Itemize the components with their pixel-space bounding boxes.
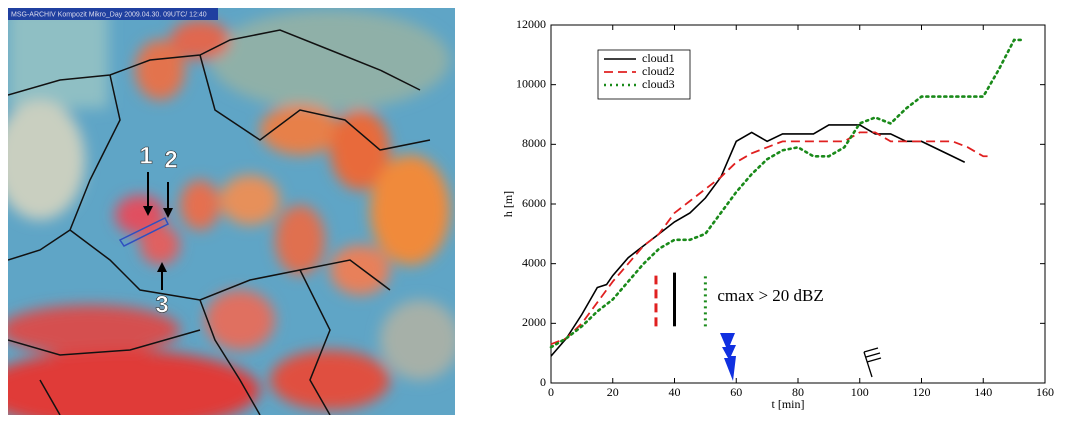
y-tick-label: 2000: [522, 315, 546, 329]
y-tick-label: 0: [540, 375, 546, 389]
series-line: [549, 38, 1025, 349]
lightning-icon: [720, 333, 736, 381]
marker-label: 1: [139, 142, 152, 169]
x-tick-label: 100: [851, 385, 869, 399]
legend-label: cloud3: [642, 77, 675, 91]
y-tick-label: 10000: [516, 76, 546, 90]
x-tick-label: 20: [607, 385, 619, 399]
series-line: [550, 124, 966, 357]
x-tick-label: 80: [792, 385, 804, 399]
legend-label: cloud1: [642, 51, 675, 65]
x-axis-label: t [min]: [772, 397, 805, 411]
y-tick-label: 4000: [522, 255, 546, 269]
legend-box: [597, 49, 691, 100]
x-tick-label: 160: [1036, 385, 1054, 399]
legend-label: cloud2: [642, 64, 675, 78]
marker-label: 2: [164, 146, 177, 173]
header-band: [8, 8, 218, 20]
marker-label: 3: [155, 291, 168, 318]
borders: [8, 29, 431, 415]
y-tick-label: 6000: [522, 196, 546, 210]
x-tick-label: 40: [669, 385, 681, 399]
image-header: MSG-ARCHIV Kompozit Mikro_Day 2009.04.30…: [11, 11, 207, 18]
wind-barb: [863, 347, 882, 378]
x-tick-label: 120: [913, 385, 931, 399]
arrow-heads: [143, 206, 173, 272]
track: [118, 216, 170, 247]
cloud-field: [8, 8, 455, 415]
chart: 0 20 40 60 80 100 120 140 160 0 2000 4000 6000 8000 10…: [501, 17, 1054, 411]
satellite-image: MSG-ARCHIV Kompozit Mikro_Day 2009.04.30…: [8, 8, 455, 415]
y-tick-label: 8000: [522, 136, 546, 150]
y-tick-label: 12000: [516, 17, 546, 31]
x-tick-label: 0: [548, 385, 554, 399]
x-tick-label: 140: [974, 385, 992, 399]
annotation: cmax > 20 dBZ: [717, 286, 823, 305]
series-line: [550, 131, 993, 346]
x-tick-label: 60: [730, 385, 742, 399]
y-axis-label: h [m]: [501, 191, 515, 217]
